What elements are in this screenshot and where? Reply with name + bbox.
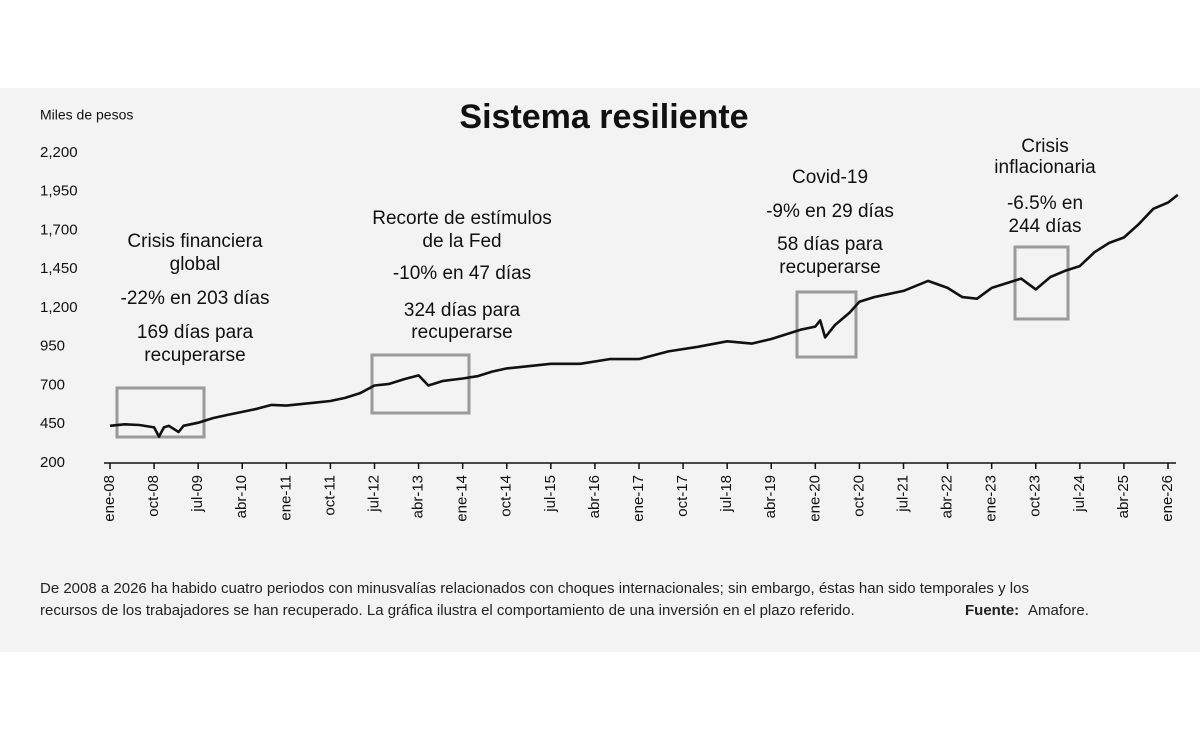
y-tick-label: 450 (40, 415, 65, 432)
y-tick-label: 950 (40, 338, 65, 355)
x-tick-label: oct-17 (674, 475, 691, 517)
annotation: recuperarse (779, 257, 880, 278)
line (109, 193, 1179, 438)
y-tick-label: 1,700 (40, 221, 78, 238)
crisis-box (1013, 245, 1070, 321)
y-tick-label: 2,200 (40, 144, 78, 161)
annotation: de la Fed (422, 231, 501, 252)
source: Amafore. (1028, 602, 1089, 619)
annotation: 169 días para (137, 322, 254, 343)
y-tick-label: 1,450 (40, 260, 78, 277)
panel (0, 88, 1200, 652)
crisis-box (795, 290, 858, 359)
annotation: 244 días (1009, 216, 1082, 237)
x-tick-label: jul-18 (718, 475, 735, 513)
x-tick-label: oct-08 (145, 475, 162, 517)
annotation: Crisis financiera (127, 231, 263, 252)
crisis-box (370, 353, 471, 415)
annotation: inflacionaria (994, 157, 1096, 178)
footnote: recursos de los trabajadores se han recu… (40, 602, 855, 619)
annotation: Recorte de estímulos (372, 208, 552, 229)
x-tick-label: jul-21 (894, 475, 911, 513)
x-tick-label: jul-15 (542, 475, 559, 513)
annotation: global (170, 254, 221, 275)
chart-title: Sistema resiliente (459, 98, 748, 136)
x-tick-label: ene-20 (806, 475, 823, 522)
x-tick-label: ene-17 (630, 475, 647, 522)
x-tick-label: jul-09 (189, 475, 206, 513)
annotation: Covid-19 (792, 167, 868, 188)
annotation: Crisis (1021, 136, 1069, 157)
annotation: 58 días para (777, 234, 883, 255)
x-tick-label: oct-14 (498, 475, 515, 517)
y-tick-label: 700 (40, 376, 65, 393)
y-tick-label: 200 (40, 454, 65, 471)
y-tick-label: 1,950 (40, 183, 78, 200)
x-tick-label: oct-20 (850, 475, 867, 517)
x-tick-label: abr-22 (939, 475, 956, 518)
x-tick-label: jul-12 (365, 475, 382, 513)
x-tick-label: ene-11 (277, 475, 294, 521)
x-tick-label: abr-10 (233, 475, 250, 518)
y-axis-label: Miles de pesos (40, 107, 133, 123)
annotation: -6.5% en (1007, 193, 1083, 214)
footnote: De 2008 a 2026 ha habido cuatro periodos… (40, 580, 1029, 597)
x-tick-label: abr-16 (586, 475, 603, 518)
annotation: recuperarse (411, 322, 512, 343)
source-label: Fuente: (965, 602, 1019, 619)
x-tick-label: ene-23 (983, 475, 1000, 522)
x-tick-label: ene-26 (1159, 475, 1176, 522)
crisis-boxes (115, 245, 1070, 439)
annotation: 324 días para (404, 300, 521, 321)
x-tick-label: ene-14 (454, 475, 471, 522)
x-tick-label: oct-23 (1027, 475, 1044, 517)
x-tick-label: abr-13 (410, 475, 427, 518)
crisis-box (115, 386, 206, 439)
annotation: recuperarse (144, 345, 245, 366)
annotation: -10% en 47 días (393, 263, 531, 284)
x-tick-label: jul-24 (1071, 475, 1088, 513)
x-tick-label: oct-11 (321, 475, 338, 516)
x-tick-label: ene-08 (101, 475, 118, 522)
x-tick-label: abr-25 (1115, 475, 1132, 518)
annotation: -22% en 203 días (121, 288, 270, 309)
y-tick-label: 1,200 (40, 299, 78, 316)
annotation: -9% en 29 días (766, 201, 894, 222)
x-tick-label: abr-19 (762, 475, 779, 518)
